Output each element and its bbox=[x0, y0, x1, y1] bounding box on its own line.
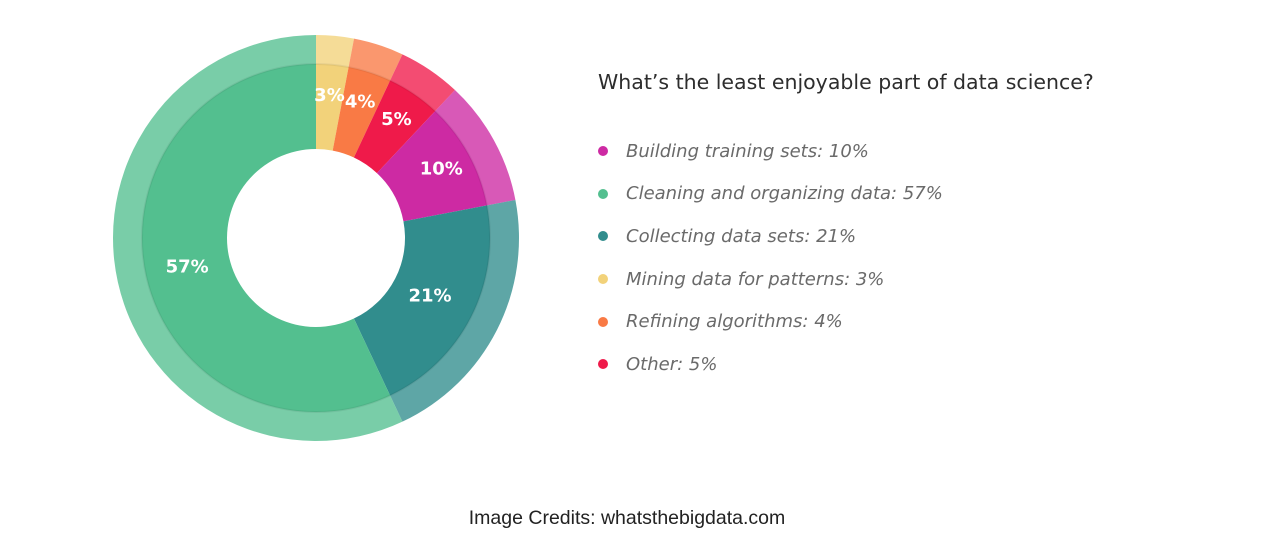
legend-swatch bbox=[598, 231, 608, 242]
legend-label: Building training sets: 10% bbox=[626, 140, 869, 162]
ring-divider bbox=[141, 63, 491, 413]
slice-label-building-training-sets: 10% bbox=[420, 159, 463, 180]
slice-label-other: 5% bbox=[381, 109, 412, 130]
slice-outer-building-training-sets bbox=[434, 90, 516, 206]
legend-swatch bbox=[598, 188, 608, 199]
slice-label-refining-algorithms: 4% bbox=[345, 91, 376, 112]
slice-label-collecting-data-sets: 21% bbox=[409, 286, 452, 307]
donut-inner-ring bbox=[141, 63, 491, 413]
legend-swatch bbox=[598, 359, 608, 370]
slice-outer-collecting-data-sets bbox=[389, 199, 519, 422]
legend-label: Cleaning and organizing data: 57% bbox=[626, 183, 943, 205]
donut-outer-ring bbox=[112, 35, 519, 441]
legend-item-mining-data-for-patterns: Mining data for patterns: 3% bbox=[598, 258, 943, 301]
legend-label: Collecting data sets: 21% bbox=[626, 225, 857, 247]
slice-label-cleaning-and-organizing-data: 57% bbox=[166, 256, 209, 277]
legend-item-building-training-sets: Building training sets: 10% bbox=[598, 130, 943, 173]
legend-label: Refining algorithms: 4% bbox=[626, 311, 843, 333]
slice-collecting-data-sets bbox=[353, 205, 490, 396]
slice-other bbox=[353, 80, 436, 174]
chart-title: What’s the least enjoyable part of data … bbox=[598, 70, 1094, 94]
slice-outer-other bbox=[389, 54, 455, 112]
legend-item-collecting-data-sets: Collecting data sets: 21% bbox=[598, 215, 943, 258]
legend-swatch bbox=[598, 146, 608, 157]
slice-refining-algorithms bbox=[332, 67, 391, 158]
legend-swatch bbox=[598, 316, 608, 327]
slice-mining-data-for-patterns bbox=[316, 64, 349, 151]
image-credits: Image Credits: whatsthebigdata.com bbox=[468, 507, 786, 529]
legend-swatch bbox=[598, 274, 608, 285]
legend-label: Mining data for patterns: 3% bbox=[626, 268, 885, 290]
slice-labels: 3% 4%5% 10% 21% 57% bbox=[166, 85, 463, 306]
slice-building-training-sets bbox=[376, 111, 487, 222]
legend-item-other: Other: 5% bbox=[598, 343, 943, 386]
legend-item-cleaning-and-organizing-data: Cleaning and organizing data: 57% bbox=[598, 173, 943, 216]
legend-item-refining-algorithms: Refining algorithms: 4% bbox=[598, 300, 943, 343]
slice-cleaning-and-organizing-data bbox=[142, 64, 391, 412]
legend: Building training sets: 10% Cleaning and … bbox=[598, 130, 943, 386]
slice-outer-mining-data-for-patterns bbox=[316, 35, 355, 69]
legend-label: Other: 5% bbox=[626, 353, 718, 375]
slice-label-mining-data-for-patterns: 3% bbox=[314, 85, 345, 106]
